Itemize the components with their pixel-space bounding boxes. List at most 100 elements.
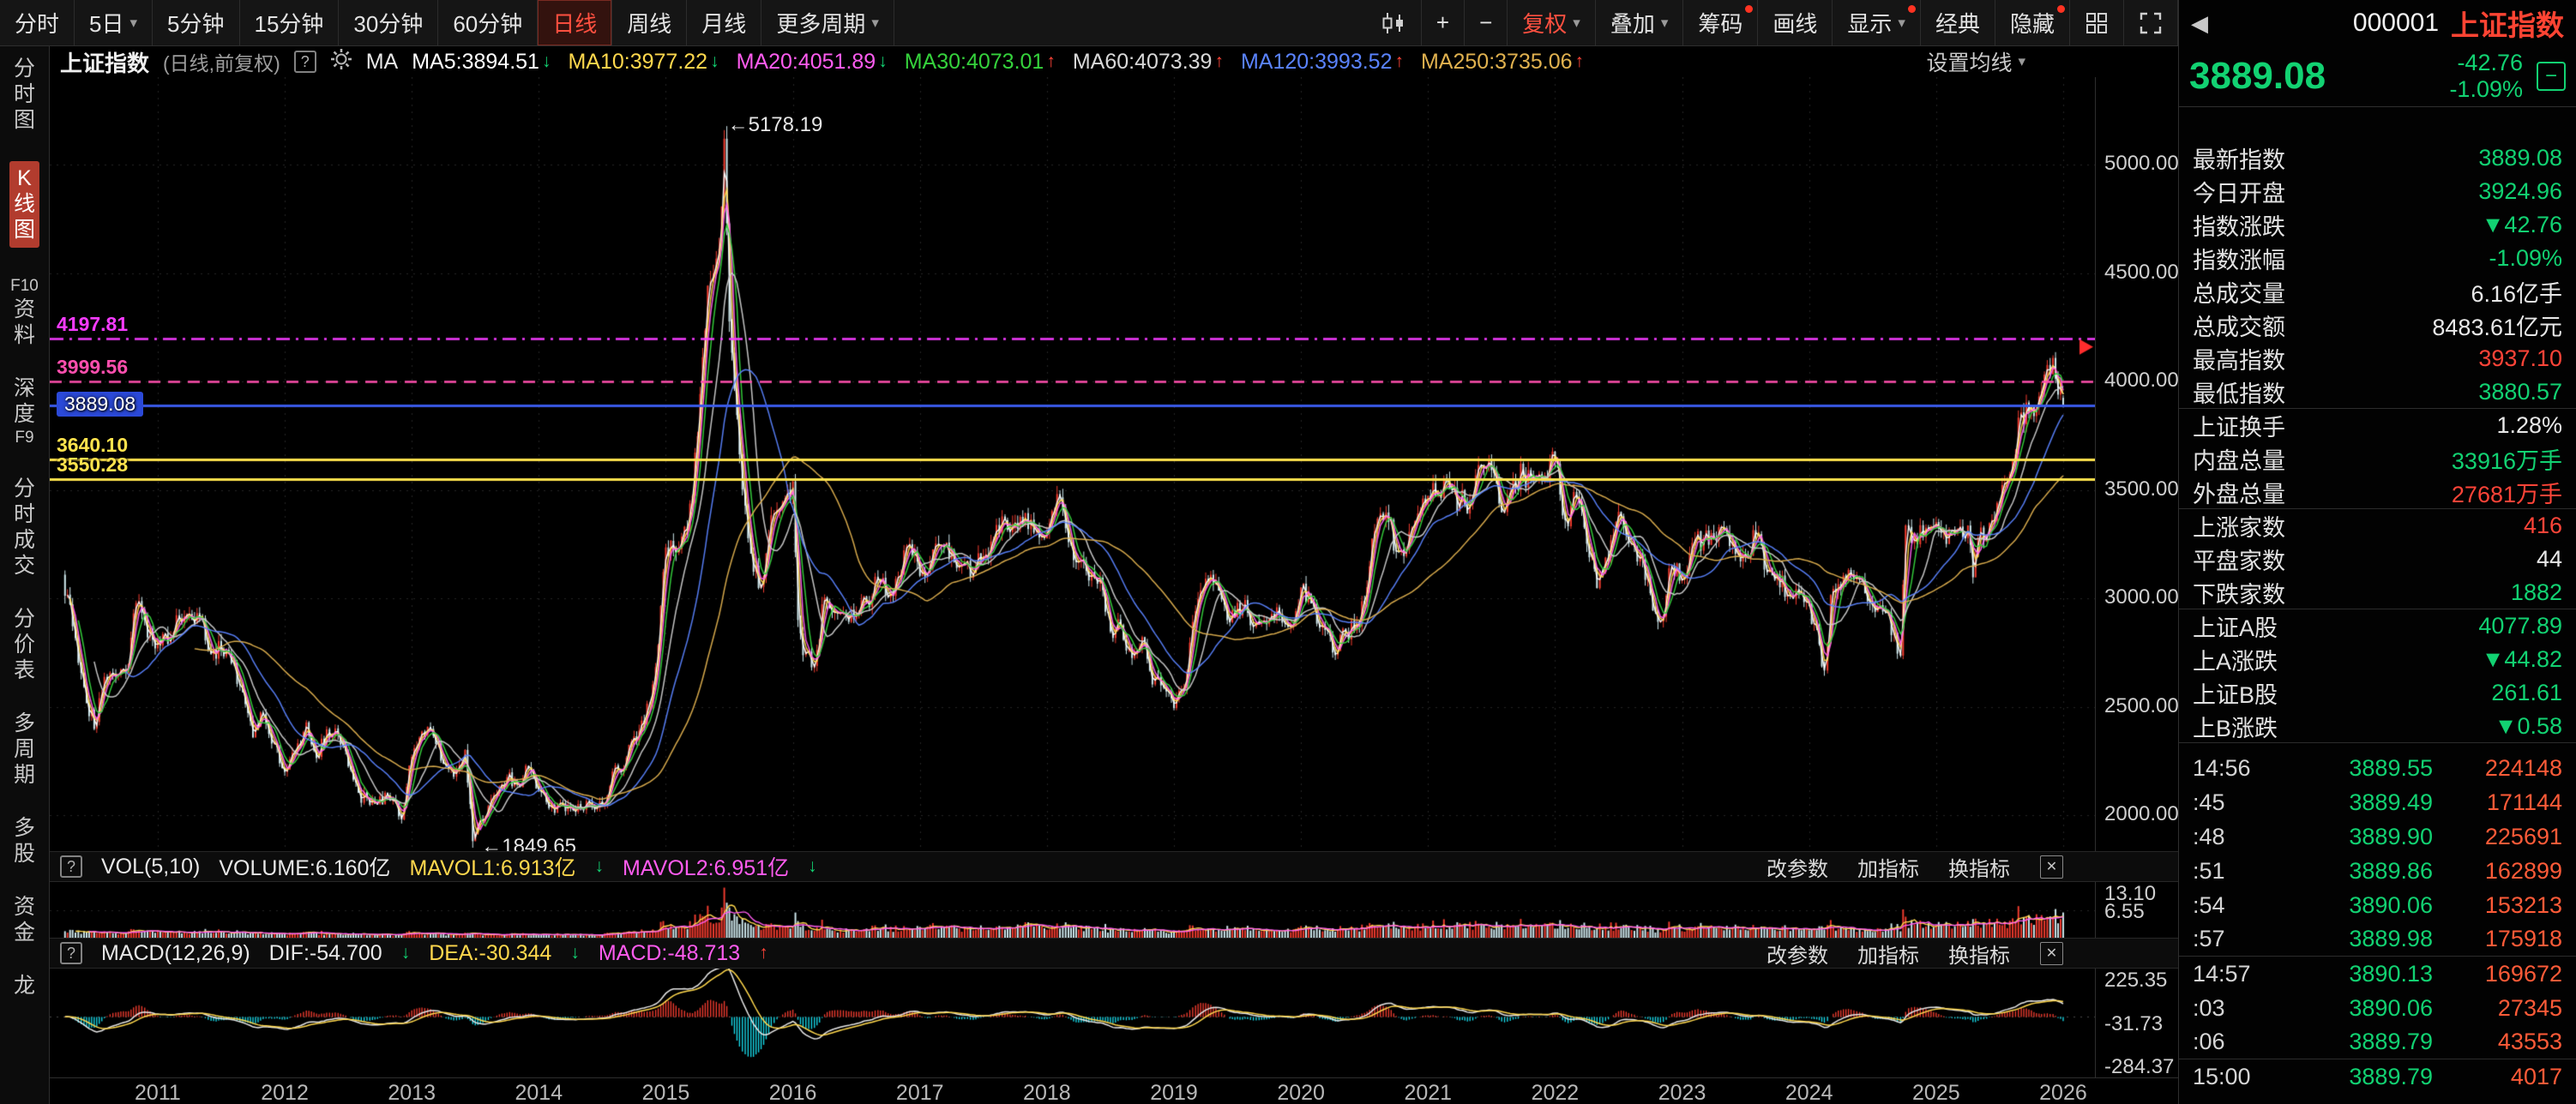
- y-axis-label: 5000.00: [2104, 152, 2179, 176]
- panel-link[interactable]: 加指标: [1857, 944, 1919, 968]
- up-arrow-icon: ↑: [759, 943, 768, 963]
- sidebar-item-fenshitu[interactable]: 分时图: [13, 57, 35, 132]
- quote-row-value: 261.61: [2491, 680, 2562, 705]
- sidebar-item-shendu-f9[interactable]: 深度 F9: [13, 376, 35, 447]
- notification-dot: [1907, 5, 1916, 13]
- tool-button-label: 叠加: [1610, 11, 1655, 37]
- help-icon[interactable]: ?: [293, 51, 316, 73]
- help-icon[interactable]: ?: [60, 855, 82, 878]
- up-arrow-icon: ↑: [1214, 51, 1224, 71]
- period-button-5m[interactable]: 5分钟: [153, 0, 240, 45]
- tick-price: 3890.06: [2349, 994, 2433, 1021]
- ma-values-list: MA5:3894.51 ↓ MA10:3977.22 ↓ MA20:4051.89 ↓ MA…: [412, 50, 1584, 75]
- quote-row: 外盘总量 27681万手: [2179, 476, 2576, 509]
- tick-trade-list[interactable]: 14:56 3889.55 224148:45 3889.49 171144:48 388…: [2179, 747, 2576, 1094]
- candlestick-chart-canvas[interactable]: [50, 77, 2095, 851]
- tool-button-draw-line[interactable]: 画线: [1758, 0, 1833, 45]
- tool-button-display[interactable]: 显示 ▾: [1833, 0, 1921, 45]
- y-axis-label: 3500.00: [2104, 477, 2179, 501]
- sidebar-item-zijin[interactable]: 资金: [13, 895, 35, 945]
- sidebar-item-duogu[interactable]: 多股: [13, 816, 35, 866]
- quote-row-label: 最高指数: [2193, 348, 2285, 374]
- quote-row-label: 指数涨幅: [2193, 248, 2285, 273]
- volume-chart-canvas[interactable]: [50, 882, 2095, 938]
- macd-panel-header: ? MACD(12,26,9) DIF:-54.700 ↓ DEA:-30.34…: [50, 938, 2178, 969]
- tool-button-overlay[interactable]: 叠加 ▾: [1596, 0, 1684, 45]
- sidebar-item-f10-ziliao[interactable]: F10 资料: [10, 277, 39, 347]
- period-button-weekly[interactable]: 周线: [612, 0, 688, 45]
- collapse-panel-icon[interactable]: −: [2537, 62, 2566, 91]
- tick-volume: 153213: [2484, 891, 2562, 918]
- quote-row-label: 最低指数: [2193, 381, 2285, 407]
- macd-chart-canvas[interactable]: [50, 969, 2095, 1077]
- period-button-more-periods[interactable]: 更多周期 ▾: [761, 0, 894, 45]
- x-axis-year-label: 2021: [1404, 1081, 1453, 1104]
- candle-style-icon[interactable]: [1366, 0, 1422, 45]
- period-button-daily[interactable]: 日线: [538, 0, 613, 45]
- macd-scale: 225.35 -31.73 -284.37: [2095, 969, 2178, 1078]
- sidebar-item-longhu[interactable]: 龙: [13, 974, 35, 998]
- period-button-fenshi[interactable]: 分时: [0, 0, 75, 45]
- tick-time: :45: [2193, 789, 2225, 815]
- x-axis-year-label: 2019: [1150, 1081, 1198, 1104]
- ma-settings-button[interactable]: 设置均线 ▾: [1926, 46, 2025, 77]
- period-button-monthly[interactable]: 月线: [687, 0, 762, 45]
- macd-axis-label: -31.73: [2104, 1012, 2164, 1036]
- back-icon[interactable]: ◀: [2191, 9, 2208, 36]
- up-arrow-icon: ↑: [1394, 51, 1404, 71]
- panel-link[interactable]: 改参数: [1766, 857, 1828, 881]
- quote-row-value: -1.09%: [2489, 245, 2562, 271]
- down-arrow-icon: ↓: [710, 51, 719, 71]
- period-button-5d[interactable]: 5日 ▾: [75, 0, 153, 45]
- panel-link[interactable]: 换指标: [1948, 857, 2010, 881]
- tool-button-fuquan[interactable]: 复权 ▾: [1508, 0, 1596, 45]
- y-axis-label: 3000.00: [2104, 585, 2179, 609]
- period-button-label: 更多周期: [776, 11, 866, 37]
- multi-grid-icon[interactable]: [2070, 0, 2124, 45]
- tool-button-zoom-in[interactable]: +: [1422, 0, 1466, 45]
- sidebar-item-fenshi-chengjiao[interactable]: 分时成交: [13, 477, 35, 578]
- panel-link[interactable]: 改参数: [1766, 944, 1828, 968]
- chevron-down-icon: ▾: [1660, 14, 1669, 31]
- period-button-15m[interactable]: 15分钟: [240, 0, 340, 45]
- sidebar-item-fenjiabiao[interactable]: 分价表: [13, 607, 35, 682]
- gear-icon[interactable]: [330, 48, 352, 76]
- stock-name: 上证指数: [2451, 9, 2564, 41]
- tool-button-hide[interactable]: 隐藏: [1995, 0, 2070, 45]
- quote-row: 上A涨跌 ▼44.82: [2179, 643, 2576, 676]
- ma-value: MA30:4073.01 ↑: [904, 49, 1056, 74]
- quote-row-value: 3880.57: [2478, 378, 2562, 405]
- quote-row: 最新指数 3889.08: [2179, 141, 2576, 175]
- sidebar-item-duozhouqi[interactable]: 多周期: [13, 711, 35, 787]
- tool-button-chouma[interactable]: 筹码: [1683, 0, 1759, 45]
- quote-row-value: 27681万手: [2451, 481, 2562, 507]
- close-icon[interactable]: ✕: [2040, 855, 2063, 879]
- quote-row: 总成交额 8483.61亿元: [2179, 309, 2576, 342]
- y-axis-label: 2000.00: [2104, 802, 2179, 825]
- x-axis-year-label: 2017: [895, 1081, 944, 1104]
- panel-link[interactable]: 加指标: [1857, 857, 1919, 881]
- tool-button-label: 经典: [1935, 11, 1980, 37]
- up-arrow-icon: ↑: [1046, 51, 1056, 71]
- volume-panel-header: ? VOL(5,10) VOLUME:6.160亿 MAVOL1:6.913亿 …: [50, 851, 2178, 882]
- fullscreen-icon[interactable]: [2124, 0, 2178, 45]
- period-button-30m[interactable]: 30分钟: [339, 0, 439, 45]
- quote-row-label: 上B涨跌: [2193, 715, 2278, 741]
- quote-row-label: 上涨家数: [2193, 515, 2285, 541]
- tick-volume: 225691: [2484, 823, 2562, 849]
- tool-button-label: +: [1435, 9, 1450, 35]
- tool-button-classic[interactable]: 经典: [1921, 0, 1995, 45]
- macd-value: MACD:-48.713: [598, 940, 741, 965]
- quote-row-value: 1.28%: [2496, 412, 2562, 438]
- tick-price: 3889.79: [2349, 1029, 2433, 1054]
- volume-axis-label: 13.10: [2104, 882, 2157, 905]
- period-button-60m[interactable]: 60分钟: [438, 0, 539, 45]
- close-icon[interactable]: ✕: [2040, 941, 2063, 965]
- panel-link[interactable]: 换指标: [1948, 944, 2010, 968]
- tool-button-zoom-out[interactable]: −: [1465, 0, 1508, 45]
- macd-indicator-title: MACD(12,26,9): [101, 940, 250, 965]
- help-icon[interactable]: ?: [60, 942, 82, 964]
- tick-price: 3889.79: [2349, 1063, 2433, 1089]
- period-button-label: 5日: [89, 11, 124, 37]
